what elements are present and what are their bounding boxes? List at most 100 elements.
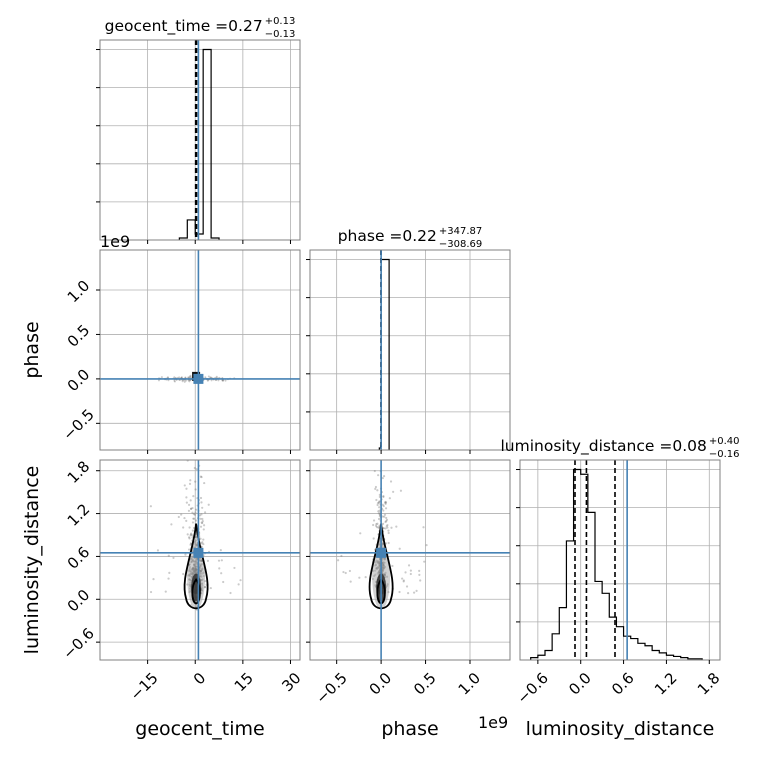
sample-point <box>194 565 197 568</box>
sample-point <box>199 563 202 566</box>
sample-point <box>202 574 205 578</box>
sample-point <box>187 574 190 577</box>
sample-point <box>381 543 384 546</box>
sample-point <box>382 504 385 508</box>
sample-point <box>221 379 224 382</box>
sample-point <box>195 568 198 572</box>
sample-point <box>189 543 192 546</box>
sample-point <box>383 561 386 564</box>
sample-point <box>198 564 202 568</box>
sample-point <box>375 567 378 570</box>
sample-point <box>378 562 381 565</box>
sample-point <box>378 571 381 574</box>
sample-point <box>376 503 379 507</box>
sample-point <box>194 560 197 563</box>
sample-point <box>188 578 191 581</box>
sample-point <box>188 590 191 594</box>
sample-point <box>190 572 194 576</box>
x-tick-label: −15 <box>127 669 162 704</box>
sample-point <box>386 526 389 529</box>
sample-point <box>374 524 378 527</box>
sample-point <box>375 522 378 526</box>
y-tick-label: 1.0 <box>64 277 94 307</box>
sample-point <box>372 519 376 522</box>
sample-point <box>192 570 196 573</box>
axes-frame <box>99 39 301 241</box>
sample-point <box>195 536 198 539</box>
sample-point <box>192 572 195 576</box>
sample-point <box>186 533 189 536</box>
sample-point <box>200 513 203 516</box>
sample-point <box>200 559 203 563</box>
sample-point <box>186 583 189 586</box>
y-tick-label: 0.0 <box>64 586 94 616</box>
sample-point <box>418 573 421 576</box>
sample-point <box>200 501 203 504</box>
sample-point <box>193 570 197 573</box>
sample-point <box>189 507 193 510</box>
sample-point <box>191 534 194 537</box>
sample-point <box>376 567 379 570</box>
sample-point <box>200 589 203 593</box>
truth-marker <box>193 547 204 558</box>
sample-point <box>185 496 188 499</box>
x-tick-label: 0.0 <box>366 669 396 699</box>
sample-point <box>192 566 195 569</box>
sample-point <box>172 556 175 560</box>
y-tick-label: 0.5 <box>64 321 94 351</box>
sample-point <box>194 568 198 572</box>
sample-point <box>377 562 381 565</box>
sample-point <box>201 567 204 570</box>
sample-point <box>189 542 193 545</box>
sample-point <box>194 488 197 491</box>
title-median: 0.22 <box>402 227 437 245</box>
sample-point <box>180 513 183 516</box>
sample-point <box>200 559 203 562</box>
sample-point <box>383 574 386 577</box>
sample-point <box>381 522 385 525</box>
sample-point <box>200 588 203 592</box>
sample-point <box>188 567 191 571</box>
panel-luminosity_distance-vs-geocent_time <box>100 460 300 660</box>
sample-point <box>194 539 198 543</box>
sample-point <box>188 380 191 383</box>
sample-point <box>191 506 194 510</box>
sample-point <box>374 564 377 567</box>
sample-point <box>193 560 196 563</box>
sample-point <box>191 511 194 514</box>
data-layer <box>100 40 703 660</box>
contour-outer <box>183 523 209 610</box>
sample-point <box>183 516 186 520</box>
sample-point <box>377 571 380 574</box>
sample-point <box>376 561 379 564</box>
sample-point <box>192 569 196 573</box>
sample-point <box>191 559 194 563</box>
sample-point <box>382 567 385 570</box>
sample-point <box>378 506 381 509</box>
sample-point <box>194 568 197 572</box>
y-axis-label-phase: phase <box>21 321 43 378</box>
sample-point <box>209 586 212 590</box>
sample-point <box>191 558 194 561</box>
x-axis-label-geocent_time: geocent_time <box>135 718 264 740</box>
sample-point <box>382 562 385 566</box>
sample-point <box>192 560 196 563</box>
sample-point <box>349 580 352 583</box>
sample-point <box>194 562 197 565</box>
sample-point <box>199 537 202 540</box>
sample-point <box>401 577 404 580</box>
sample-point <box>387 590 390 594</box>
sample-point <box>191 555 194 559</box>
sample-point <box>229 591 232 595</box>
sample-point <box>404 571 407 574</box>
sample-point <box>237 583 240 586</box>
sample-point <box>374 584 377 587</box>
sample-point <box>381 565 384 568</box>
title-error-plus: +347.87 <box>439 226 482 237</box>
sample-point <box>387 529 390 532</box>
sample-point <box>383 501 387 504</box>
sample-point <box>220 572 223 575</box>
sample-point <box>377 474 380 477</box>
sample-point <box>193 513 197 516</box>
sample-point <box>189 578 192 582</box>
